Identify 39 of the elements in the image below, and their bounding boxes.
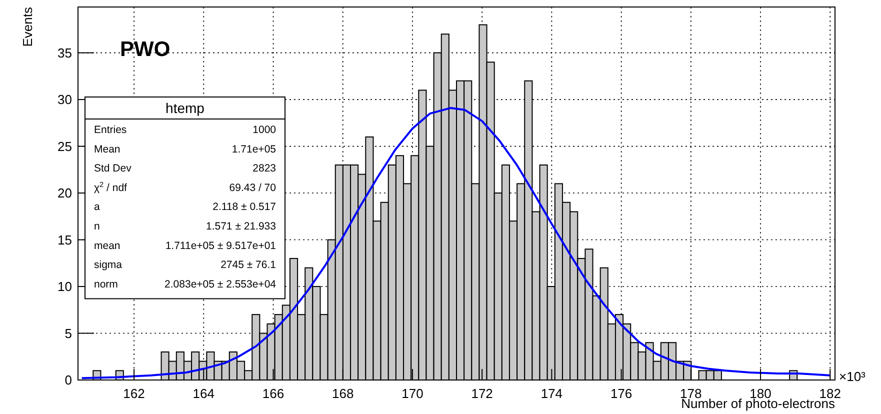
y-tick-label: 25 — [58, 138, 72, 154]
y-tick-label: 20 — [58, 186, 72, 201]
annotation: 1.571 ± 21.933 — [206, 220, 276, 232]
text: PWO — [120, 38, 170, 61]
annotation: 2.083e+05 ± 2.553e+04 — [164, 278, 276, 290]
x-tick-label: 176 — [610, 386, 632, 401]
annotation: mean — [94, 240, 120, 252]
annotation: 69.43 / 70 — [229, 182, 276, 194]
x-tick-label: 166 — [262, 386, 284, 401]
y-tick-label: 30 — [58, 92, 72, 108]
annotation: Mean — [94, 143, 120, 156]
annotation: a — [94, 201, 100, 214]
y-tick-label: 10 — [58, 279, 72, 294]
text: ×10³ — [839, 369, 866, 384]
x-tick-label: 164 — [192, 386, 214, 401]
annotation: 1.71e+05 — [232, 143, 276, 156]
y-tick-label: 15 — [58, 232, 72, 248]
annotation: sigma — [94, 259, 122, 272]
annotation: n — [94, 220, 100, 232]
y-axis-title: Events — [20, 6, 35, 47]
y-tick-label: 0 — [64, 372, 72, 388]
x-tick-label: 168 — [332, 386, 354, 401]
x-tick-label: 182 — [819, 386, 841, 401]
annotation: Entries — [94, 124, 127, 136]
x-tick-label: 174 — [540, 386, 563, 401]
x-tick-label: 172 — [471, 386, 493, 401]
annotation: 2745 ± 76.1 — [220, 259, 276, 272]
annotation: 1.711e+05 ± 9.517e+01 — [165, 240, 276, 252]
annotation: 2823 — [252, 162, 276, 175]
x-tick-label: 170 — [402, 386, 424, 401]
y-tick-label: 35 — [58, 45, 72, 60]
x-tick-label: 162 — [123, 386, 145, 401]
annotation: χ$^{2}$ / ndf — [94, 179, 128, 194]
annotation: 1000 — [252, 124, 276, 136]
annotation: 2.118 ± 0.517 — [212, 201, 276, 214]
annotation: Std Dev — [94, 162, 132, 175]
y-tick-label: 5 — [64, 326, 72, 341]
annotation: norm — [94, 278, 118, 290]
annotation: htemp — [166, 100, 205, 116]
